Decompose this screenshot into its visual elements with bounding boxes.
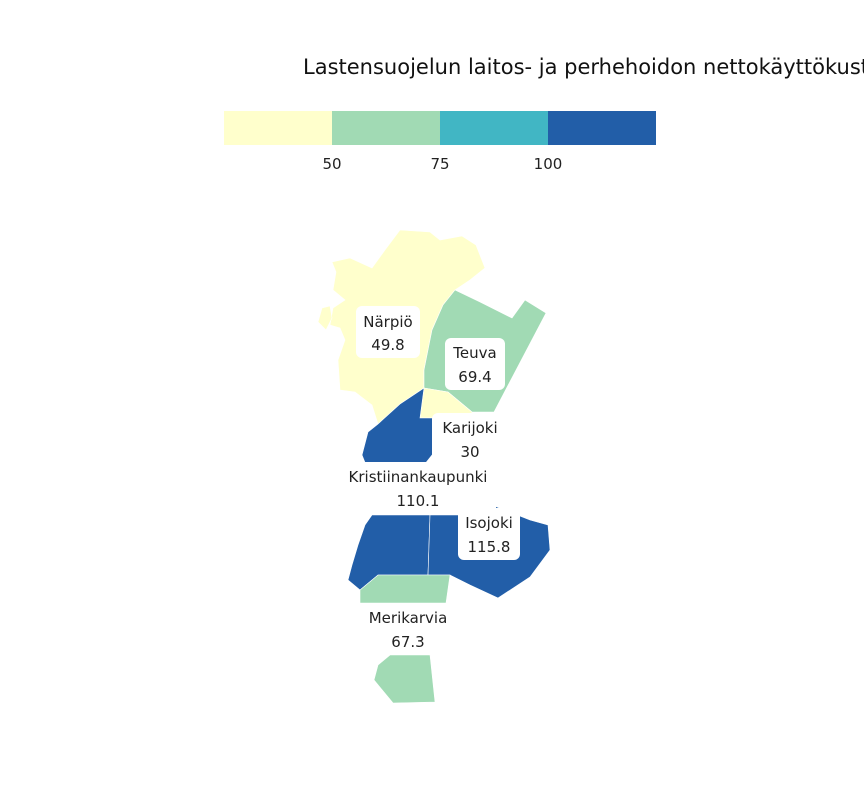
- region-value: 110.1: [397, 492, 440, 510]
- region-value: 67.3: [391, 633, 424, 651]
- legend-tick-75: 75: [430, 155, 450, 173]
- legend-tick-50: 50: [322, 155, 342, 173]
- label-box: [340, 462, 496, 515]
- region-value: 69.4: [458, 368, 491, 386]
- region-merikarvia[interactable]: [359, 574, 451, 604]
- region-value: 30: [460, 443, 479, 461]
- legend-swatch-2: [332, 111, 440, 145]
- legend-swatch-3: [440, 111, 548, 145]
- region-name: Teuva: [452, 344, 496, 362]
- label-merikarvia: Merikarvia 67.3: [360, 603, 456, 655]
- label-isojoki: Isojoki 115.8: [458, 508, 520, 560]
- label-box: [458, 508, 520, 560]
- legend-swatch-4: [548, 111, 656, 145]
- region-name: Karijoki: [442, 419, 497, 437]
- color-legend: [224, 111, 656, 145]
- label-teuva: Teuva 69.4: [445, 338, 505, 390]
- label-kristiinankaupunki: Kristiinankaupunki 110.1: [340, 462, 496, 515]
- map-title: Lastensuojelun laitos- ja perhehoidon ne…: [303, 55, 864, 79]
- region-name: Isojoki: [465, 514, 513, 532]
- label-box: [432, 413, 508, 465]
- region-value: 115.8: [468, 538, 511, 556]
- label-narpio: Närpiö 49.8: [356, 306, 420, 358]
- legend-swatch-1: [224, 111, 332, 145]
- legend-tick-100: 100: [533, 155, 563, 173]
- label-box: [445, 338, 505, 390]
- region-merikarvia-south[interactable]: [373, 654, 436, 704]
- region-name: Merikarvia: [369, 609, 448, 627]
- region-name: Närpiö: [363, 313, 412, 331]
- label-box: [356, 306, 420, 358]
- label-karijoki: Karijoki 30: [432, 413, 508, 465]
- label-box: [360, 603, 456, 655]
- region-name: Kristiinankaupunki: [349, 468, 488, 486]
- region-value: 49.8: [371, 336, 404, 354]
- region-narpio-islet[interactable]: [317, 305, 333, 331]
